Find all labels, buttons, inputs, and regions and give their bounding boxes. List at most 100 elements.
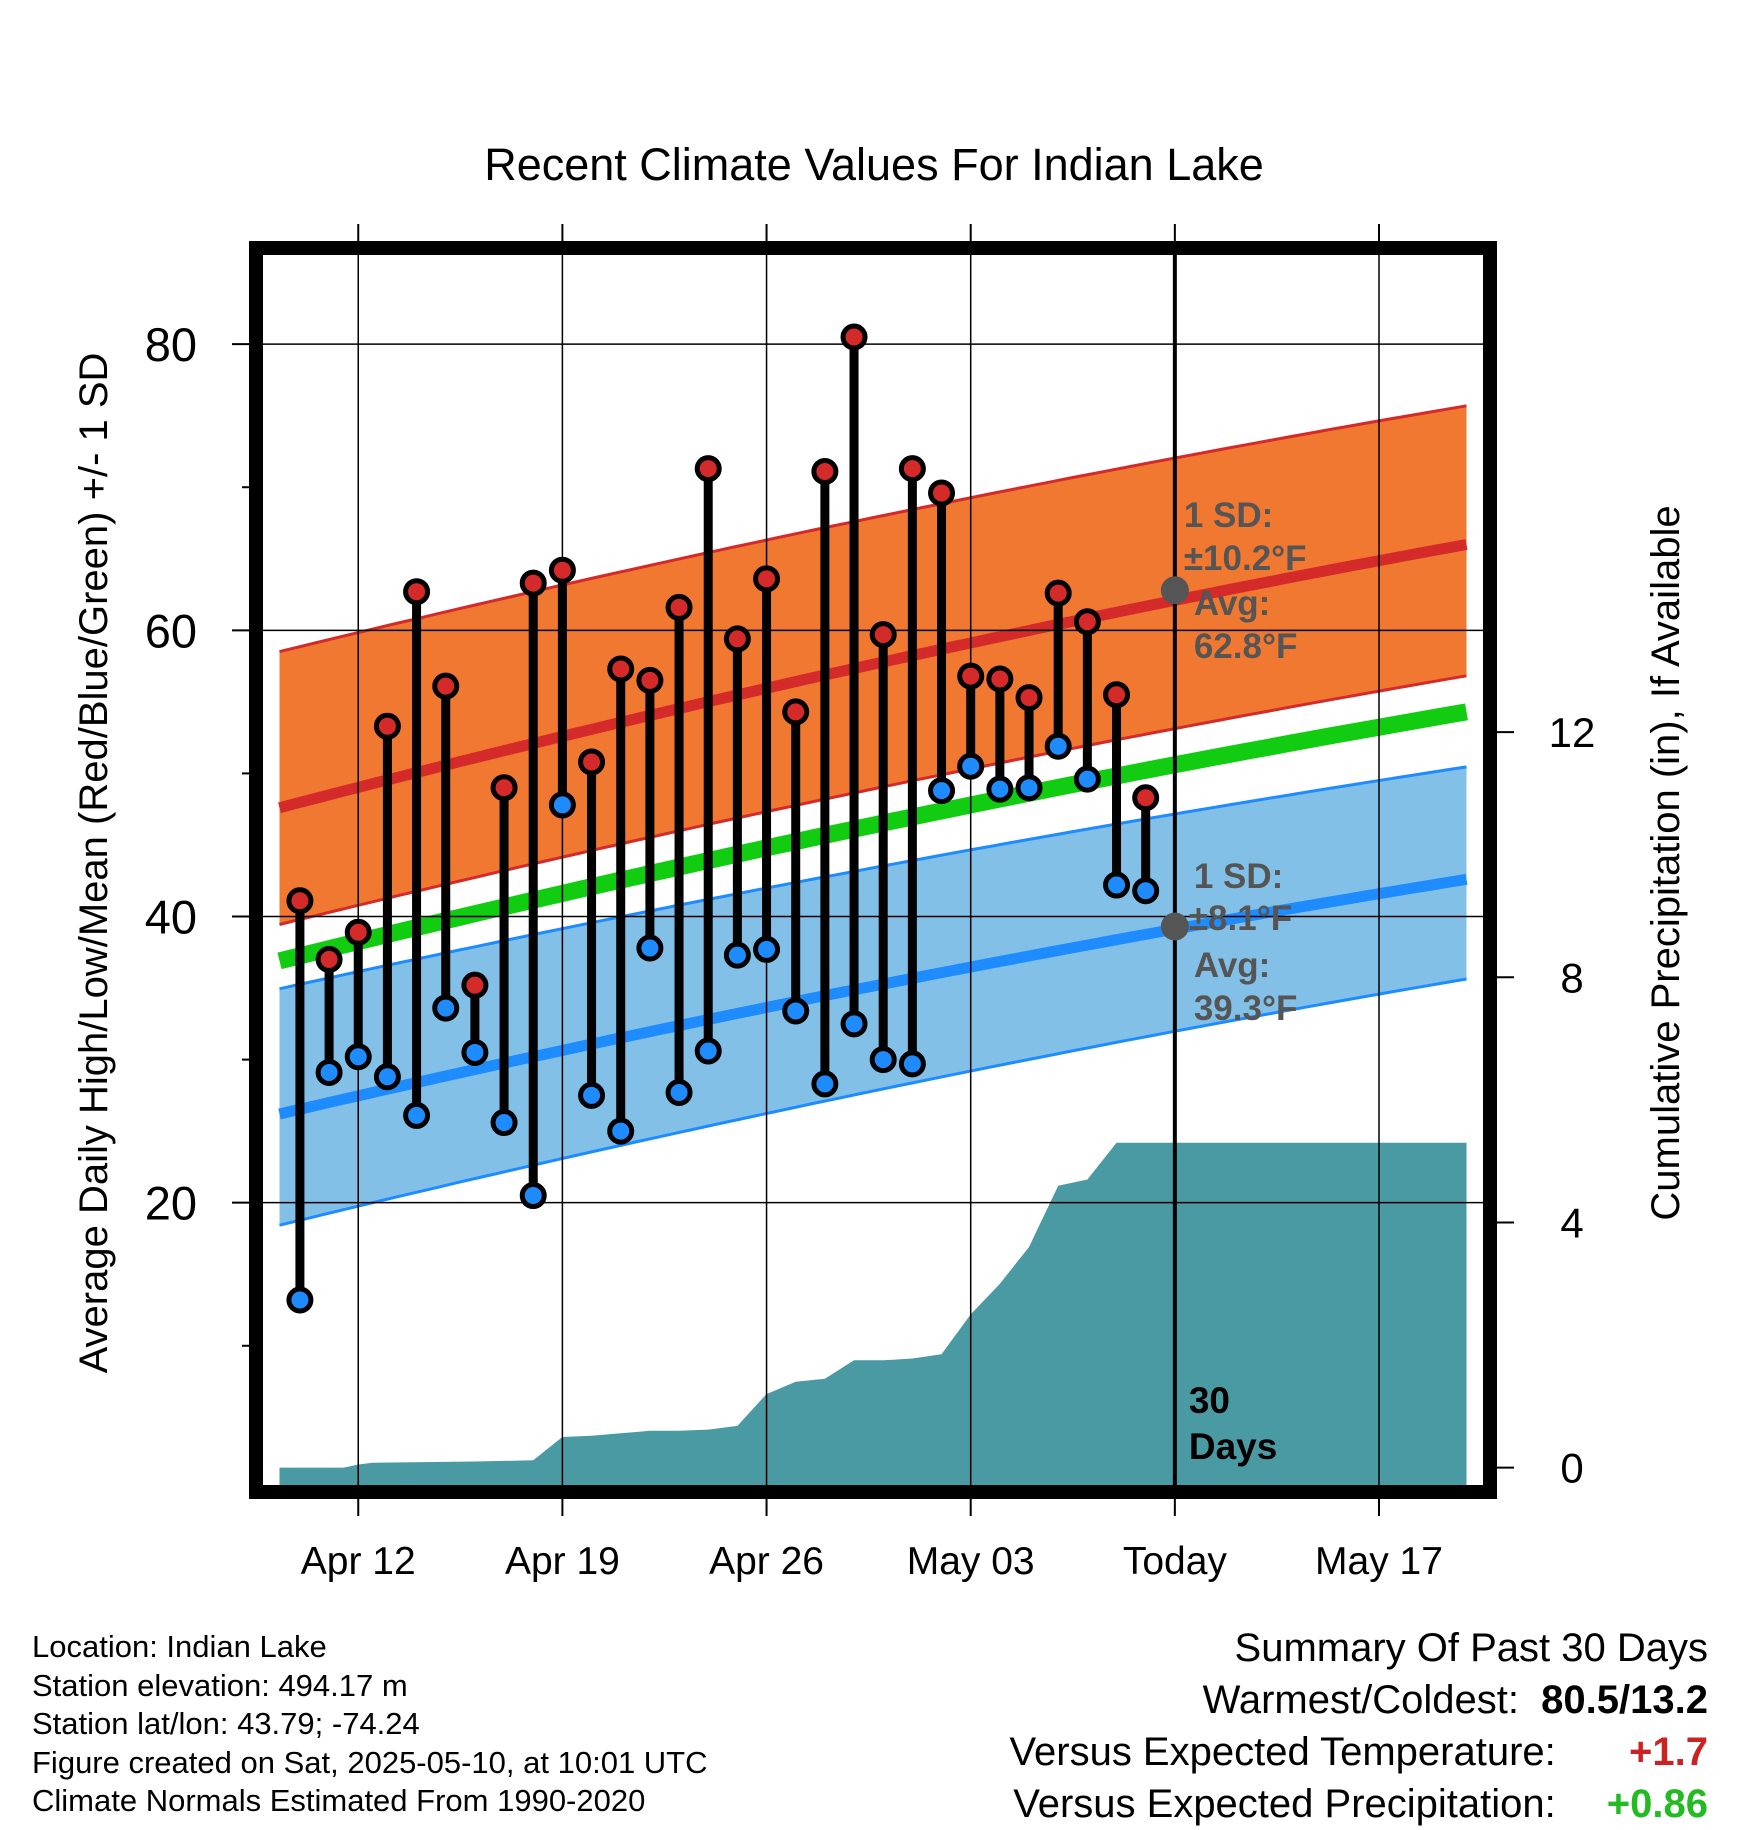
normals-text: Climate Normals Estimated From 1990-2020: [32, 1783, 646, 1818]
daily-low-point: [957, 752, 985, 780]
high-sd-label: 1 SD:: [1184, 496, 1273, 535]
daily-high-point: [286, 887, 314, 915]
plot-frame: [249, 241, 1497, 1499]
daily-low-point: [869, 1046, 897, 1074]
high-band-lower-edge: [279, 674, 1467, 926]
x-tick-label: Apr 19: [505, 1540, 620, 1583]
daily-low-point: [286, 1286, 314, 1314]
daily-low-point: [986, 775, 1014, 803]
daily-low-point: [1073, 765, 1101, 793]
daily-high-point: [403, 578, 431, 606]
low-sd-value: ±8.1°F: [1189, 899, 1292, 938]
daily-high-point: [519, 569, 547, 597]
daily-high-point: [869, 621, 897, 649]
daily-high-point: [840, 323, 868, 351]
days-label-number: 30: [1189, 1380, 1230, 1421]
x-tick-label: May 03: [907, 1540, 1035, 1583]
daily-low-point: [578, 1081, 606, 1109]
daily-low-point: [840, 1010, 868, 1038]
summary-title: Summary Of Past 30 Days: [1234, 1626, 1708, 1670]
daily-low-point: [898, 1050, 926, 1078]
location-text: Location: Indian Lake: [32, 1629, 327, 1664]
daily-high-point: [461, 971, 489, 999]
daily-low-point: [432, 994, 460, 1022]
daily-high-point: [694, 455, 722, 483]
high-normal-line: [278, 539, 1468, 814]
daily-high-point: [1103, 681, 1131, 709]
y-tick-label: 40: [145, 891, 197, 944]
low-avg-marker: [1160, 912, 1189, 941]
daily-low-point: [811, 1070, 839, 1098]
daily-low-point: [315, 1058, 343, 1086]
daily-high-point: [607, 655, 635, 683]
low-band-lower-edge: [279, 977, 1467, 1227]
daily-high-point: [1132, 784, 1160, 812]
y-tick-label: 20: [145, 1177, 197, 1230]
daily-high-point: [344, 918, 372, 946]
high-avg-marker: [1160, 576, 1189, 605]
daily-high-point: [665, 593, 693, 621]
daily-low-point: [1103, 871, 1131, 899]
low-normal-line: [278, 873, 1468, 1120]
summary-precip-row: Versus Expected Precipitation: +0.86: [1010, 1778, 1708, 1830]
high-sd-value: ±10.2°F: [1184, 539, 1307, 578]
daily-low-point: [344, 1043, 372, 1071]
daily-low-point: [665, 1079, 693, 1107]
daily-low-point: [694, 1037, 722, 1065]
days-label-word: Days: [1189, 1426, 1277, 1467]
daily-high-point: [898, 455, 926, 483]
daily-high-point: [548, 556, 576, 584]
daily-high-point: [957, 662, 985, 690]
daily-low-point: [490, 1109, 518, 1137]
daily-high-point: [373, 712, 401, 740]
low-avg-label: Avg:: [1194, 946, 1270, 985]
daily-high-point: [811, 457, 839, 485]
daily-high-point: [315, 945, 343, 973]
daily-high-point: [782, 698, 810, 726]
chart-title: Recent Climate Values For Indian Lake: [484, 139, 1264, 190]
y2-tick-label: 4: [1560, 1199, 1583, 1246]
daily-high-point: [1044, 579, 1072, 607]
low-sd-band: [279, 766, 1467, 1226]
created-text: Figure created on Sat, 2025-05-10, at 10…: [32, 1744, 708, 1780]
daily-low-point: [753, 935, 781, 963]
precipitation-area: [279, 1142, 1467, 1486]
low-avg-value: 39.3°F: [1194, 989, 1298, 1028]
daily-high-point: [753, 565, 781, 593]
daily-high-point: [1073, 608, 1101, 636]
mean-normal-line: [277, 703, 1468, 970]
daily-high-point: [928, 479, 956, 507]
y-axis-label: Average Daily High/Low/Mean (Red/Blue/Gr…: [72, 353, 116, 1374]
daily-high-point: [490, 774, 518, 802]
low-band-upper-edge: [279, 765, 1467, 991]
x-tick-label: May 17: [1315, 1540, 1443, 1583]
daily-low-point: [519, 1182, 547, 1210]
daily-low-point: [723, 941, 751, 969]
y2-axis-label: Cumulative Precipitation (in), If Availa…: [1644, 505, 1688, 1220]
daily-low-point: [636, 934, 664, 962]
summary-panel: Summary Of Past 30 Days Warmest/Coldest:…: [1010, 1622, 1708, 1830]
daily-low-point: [928, 777, 956, 805]
daily-high-point: [578, 748, 606, 776]
y-tick-label: 60: [145, 604, 197, 657]
low-sd-label: 1 SD:: [1194, 857, 1283, 896]
precip-label: Versus Expected Precipitation:: [1013, 1782, 1556, 1826]
summary-warmest-row: Warmest/Coldest: 80.5/13.2: [1010, 1674, 1708, 1726]
daily-low-point: [782, 997, 810, 1025]
daily-high-point: [986, 665, 1014, 693]
daily-low-point: [1044, 732, 1072, 760]
daily-high-point: [723, 625, 751, 653]
plot-area: [262, 254, 1484, 1486]
y2-tick-label: 0: [1560, 1445, 1583, 1492]
high-avg-label: Avg:: [1194, 584, 1270, 623]
station-info: Location: Indian Lake Station elevation:…: [32, 1628, 708, 1821]
daily-low-point: [403, 1101, 431, 1129]
precip-value: +0.86: [1606, 1782, 1708, 1826]
temp-value: +1.7: [1629, 1730, 1708, 1774]
y-tick-label: 80: [145, 318, 197, 371]
daily-low-point: [607, 1117, 635, 1145]
daily-low-point: [373, 1063, 401, 1091]
high-band-upper-edge: [279, 404, 1467, 654]
y2-tick-label: 8: [1560, 954, 1583, 1001]
warmest-value: 80.5/13.2: [1541, 1678, 1708, 1722]
